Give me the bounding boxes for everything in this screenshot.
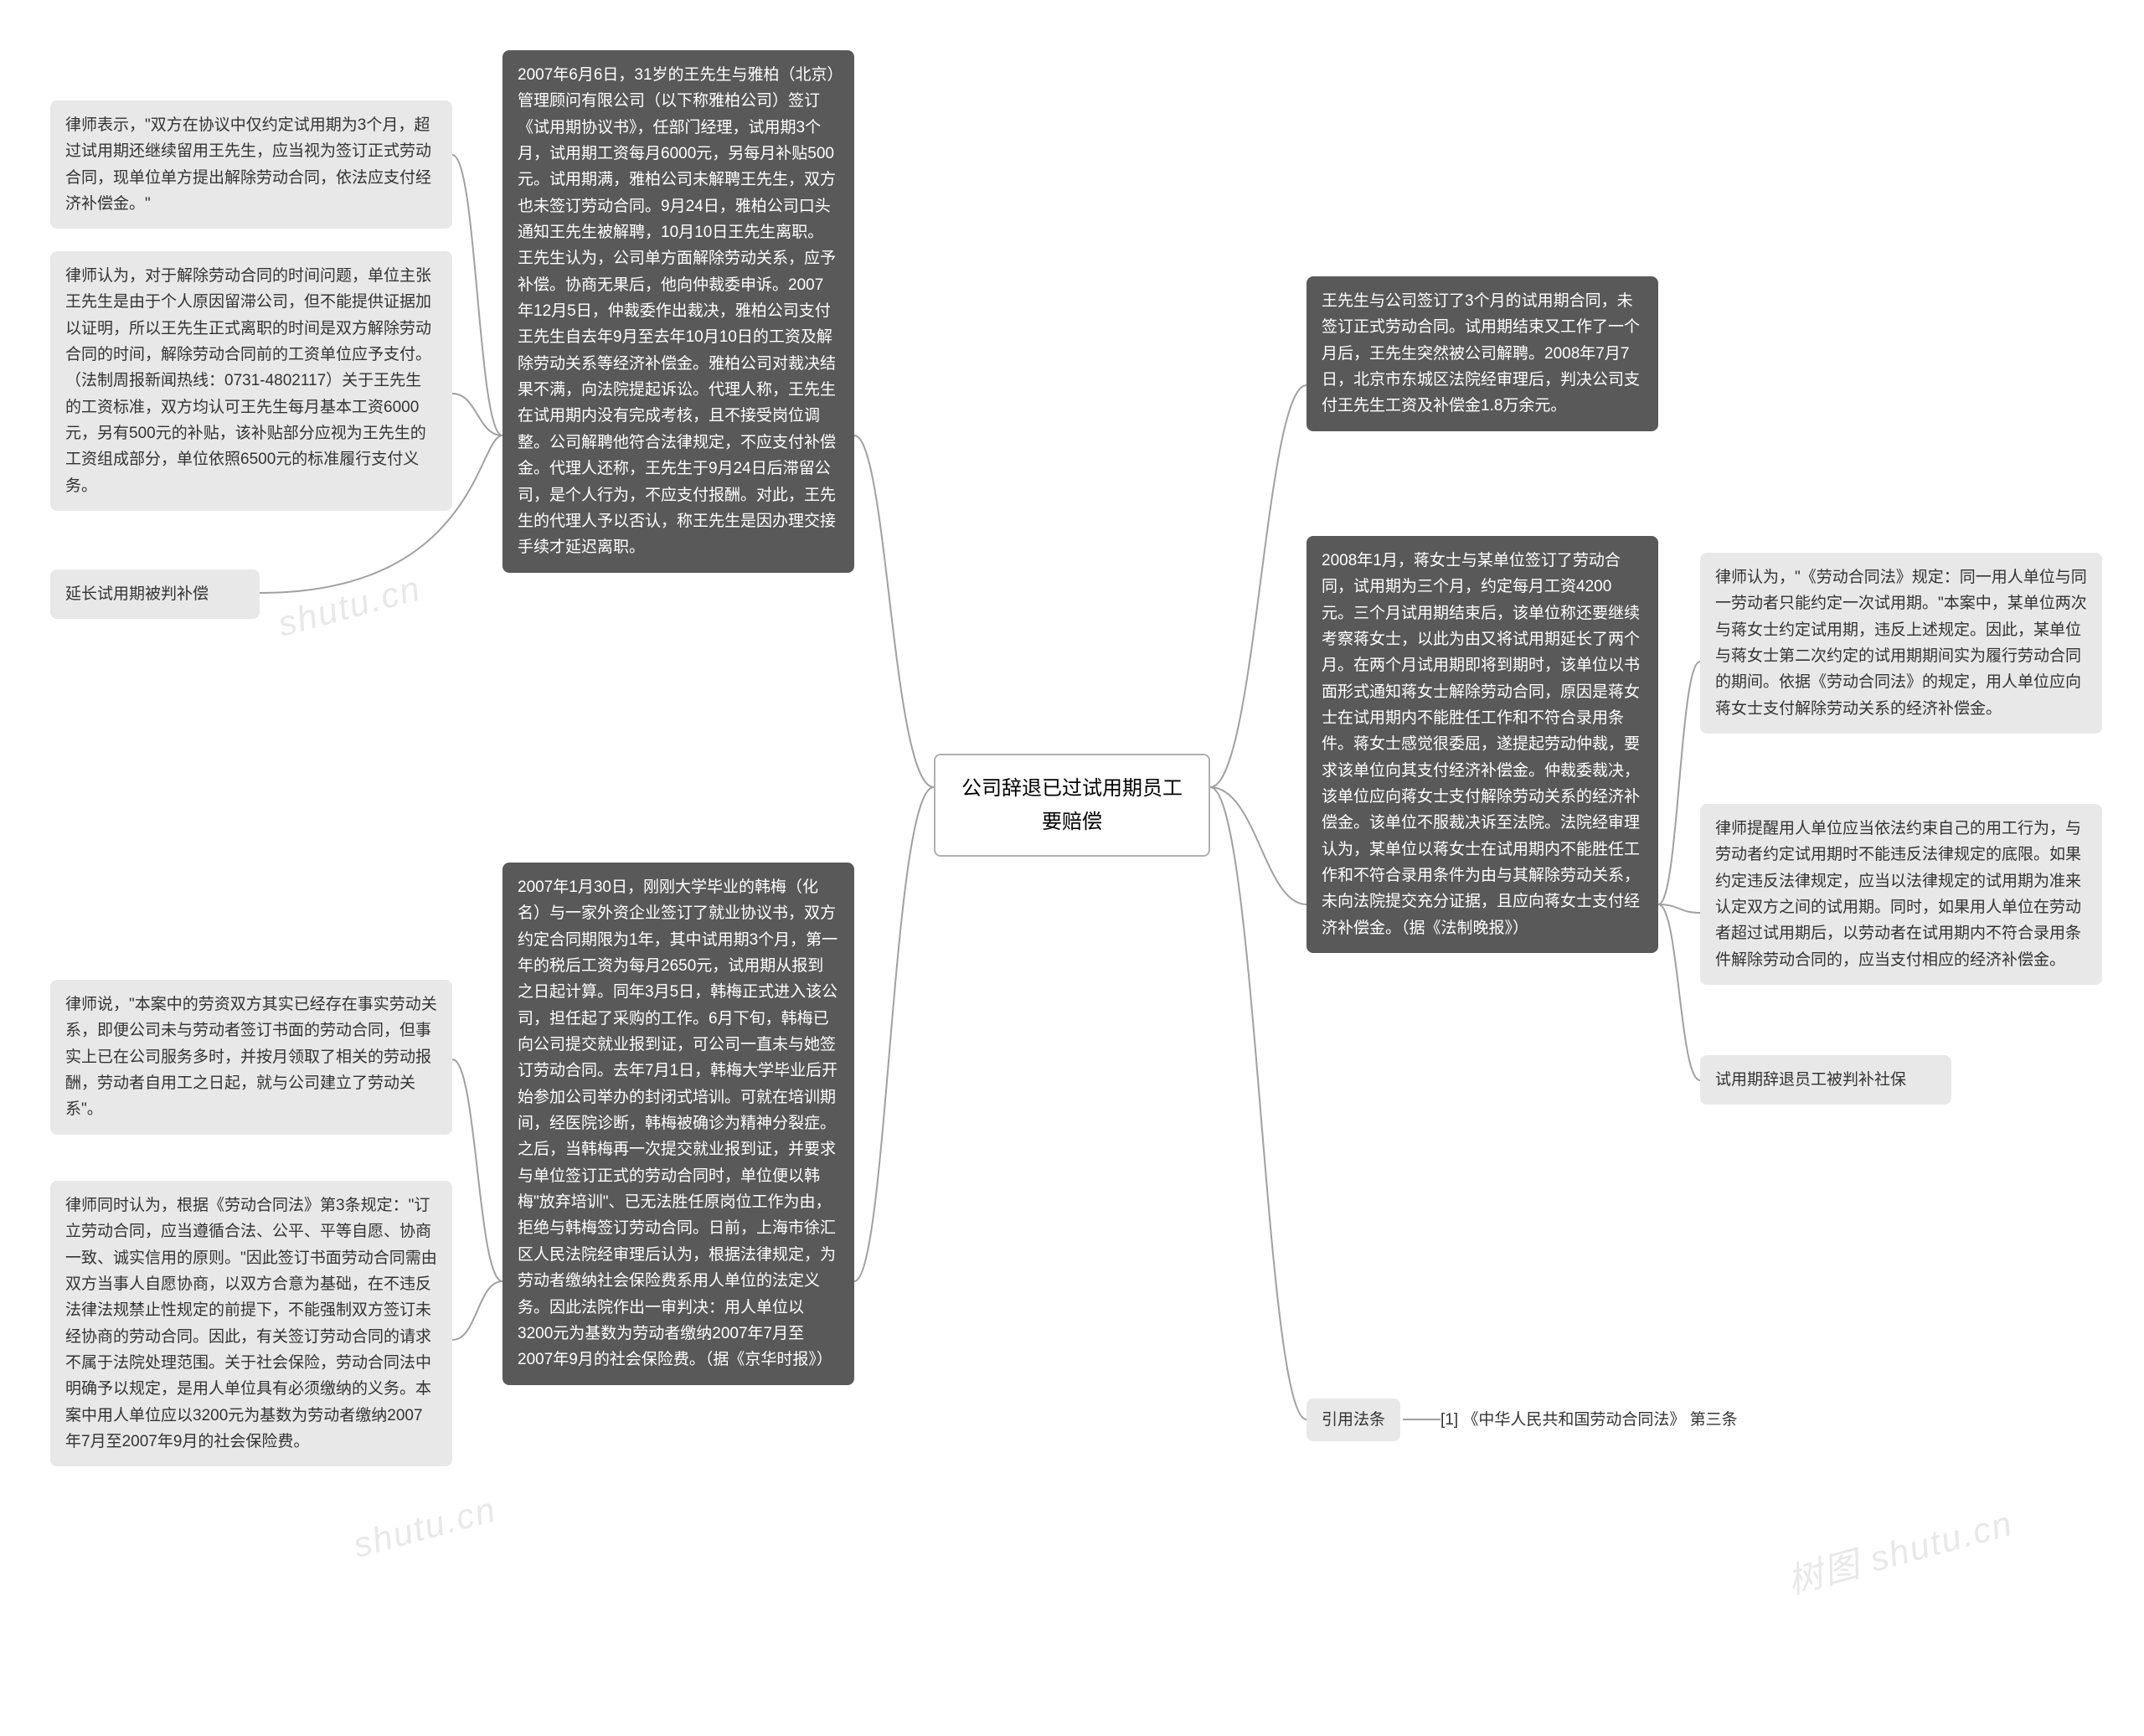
left-case4-sub1: 律师说，"本案中的劳资双方其实已经存在事实劳动关系，即便公司未与劳动者签订书面的… [50, 980, 452, 1135]
right-case2: 2008年1月，蒋女士与某单位签订了劳动合同，试用期为三个月，约定每月工资420… [1306, 536, 1658, 953]
right-case1: 王先生与公司签订了3个月的试用期合同，未签订正式劳动合同。试用期结束又工作了一个… [1306, 276, 1658, 431]
left-case3: 2007年6月6日，31岁的王先生与雅柏（北京）管理顾问有限公司（以下称雅柏公司… [502, 50, 854, 573]
watermark: shutu.cn [274, 568, 425, 645]
center-topic: 公司辞退已过试用期员工要赔偿 [934, 754, 1210, 857]
watermark: 树图 shutu.cn [1781, 1495, 2018, 1604]
left-case3-sub3: 延长试用期被判补偿 [50, 569, 260, 619]
right-case2-sub1: 律师认为，"《劳动合同法》规定：同一用人单位与同一劳动者只能约定一次试用期。"本… [1700, 553, 2102, 734]
right-case2-sub2: 律师提醒用人单位应当依法约束自己的用工行为，与劳动者约定试用期时不能违反法律规定… [1700, 804, 2102, 985]
left-case4: 2007年1月30日，刚刚大学毕业的韩梅（化名）与一家外资企业签订了就业协议书，… [502, 863, 854, 1385]
left-case4-sub2: 律师同时认为，根据《劳动合同法》第3条规定："订立劳动合同，应当遵循合法、公平、… [50, 1181, 452, 1466]
left-case3-sub2: 律师认为，对于解除劳动合同的时间问题，单位主张王先生是由于个人原因留滞公司，但不… [50, 251, 452, 511]
ref-label: 引用法条 [1306, 1399, 1400, 1441]
watermark: shutu.cn [349, 1489, 501, 1566]
left-case3-sub1: 律师表示，"双方在协议中仅约定试用期为3个月，超过试用期还继续留用王先生，应当视… [50, 100, 452, 229]
right-case2-sub3: 试用期辞退员工被判补社保 [1700, 1055, 1951, 1105]
ref-text: [1] 《中华人民共和国劳动合同法》 第三条 [1440, 1399, 1738, 1441]
